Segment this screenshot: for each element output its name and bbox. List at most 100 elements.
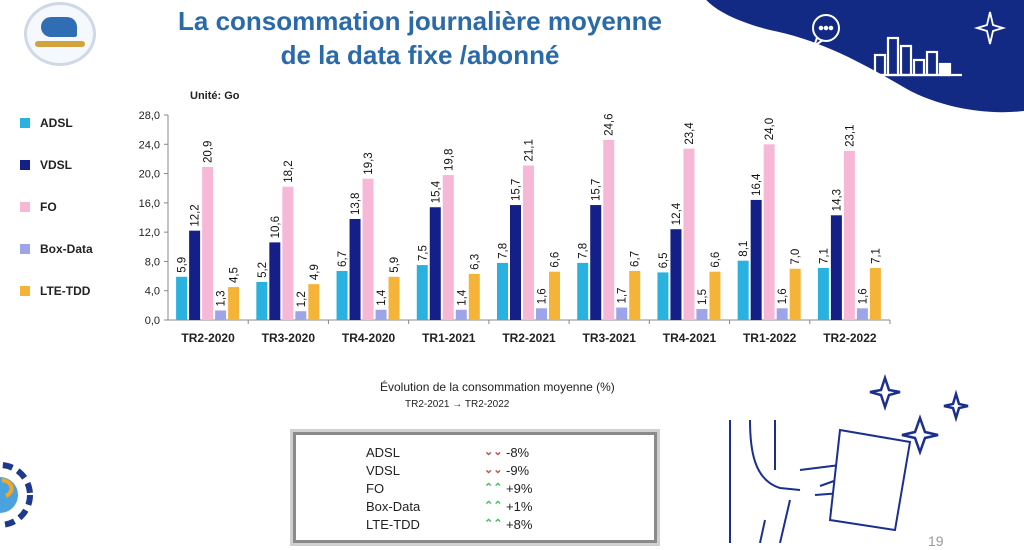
bar-fo bbox=[843, 150, 855, 320]
data-label: 7,5 bbox=[417, 245, 429, 261]
bar-vdsl bbox=[830, 215, 842, 320]
data-label: 23,4 bbox=[684, 122, 696, 145]
y-tick-label: 20,0 bbox=[139, 169, 160, 181]
data-label: 15,7 bbox=[511, 179, 523, 201]
data-label: 1,6 bbox=[537, 288, 549, 304]
data-label: 19,3 bbox=[363, 152, 375, 174]
legend-swatch bbox=[20, 160, 30, 170]
evolution-row: Box-Data ⌃⌃ +1% bbox=[366, 499, 606, 517]
sparkle-icon bbox=[973, 11, 1007, 45]
data-label: 24,0 bbox=[764, 118, 776, 140]
data-label: 6,6 bbox=[550, 252, 562, 268]
evolution-table: ADSL ⌄⌄ -8% VDSL ⌄⌄ -9% FO ⌃⌃ +9% Box-Data ⌃⌃ +1% LT… bbox=[293, 432, 657, 543]
bar-lte-tdd bbox=[709, 271, 721, 320]
data-label: 7,1 bbox=[870, 248, 882, 264]
bar-box-data bbox=[455, 309, 467, 320]
bar-fo bbox=[202, 166, 214, 320]
evolution-value: +1% bbox=[506, 499, 533, 514]
data-label: 24,6 bbox=[604, 114, 616, 136]
data-label: 1,3 bbox=[216, 290, 228, 306]
evolution-row: VDSL ⌄⌄ -9% bbox=[366, 463, 606, 481]
evolution-label: VDSL bbox=[366, 463, 400, 478]
legend-label: LTE-TDD bbox=[40, 284, 91, 298]
y-tick-label: 16,0 bbox=[139, 198, 160, 210]
bar-lte-tdd bbox=[789, 268, 801, 320]
bar-lte-tdd bbox=[468, 273, 480, 320]
data-label: 6,5 bbox=[658, 252, 670, 268]
evolution-label: Box-Data bbox=[366, 499, 421, 514]
evolution-value: -8% bbox=[506, 445, 530, 460]
bar-vdsl bbox=[189, 230, 201, 320]
bar-box-data bbox=[295, 311, 307, 320]
legend-swatch bbox=[20, 118, 30, 128]
page-number: 19 bbox=[928, 533, 944, 549]
arrow-up-icon: ⌃⌃ bbox=[484, 482, 503, 494]
bar-chart: 0,0 4,0 8,0 12,0 16,0 20,0 24,0 28,0 TR2-2020 5,9… bbox=[139, 110, 891, 345]
evolution-label: LTE-TDD bbox=[366, 517, 420, 532]
data-label: 7,8 bbox=[578, 243, 590, 259]
y-tick-label: 4,0 bbox=[145, 286, 160, 298]
bar-adsl bbox=[657, 272, 669, 320]
bar-vdsl bbox=[429, 207, 441, 320]
bar-box-data bbox=[536, 308, 547, 320]
bar-lte-tdd bbox=[308, 284, 320, 320]
legend-label: ADSL bbox=[40, 116, 73, 130]
bar-box-data bbox=[696, 309, 708, 320]
bar-vdsl bbox=[670, 229, 682, 320]
legend-item: Box-Data bbox=[20, 242, 93, 256]
corner-banner bbox=[706, 0, 1024, 113]
evolution-value: +8% bbox=[506, 517, 533, 532]
bar-fo bbox=[362, 178, 374, 320]
data-label: 5,9 bbox=[389, 257, 401, 273]
data-label: 19,8 bbox=[443, 149, 455, 171]
unit-label: Unité: Go bbox=[190, 90, 240, 102]
x-tick-label: TR2-2020 bbox=[181, 331, 235, 345]
legend-item: ADSL bbox=[20, 116, 73, 130]
bar-lte-tdd bbox=[549, 271, 560, 320]
data-label: 1,6 bbox=[777, 288, 789, 304]
bar-chart-icon bbox=[868, 36, 962, 77]
data-label: 7,0 bbox=[790, 249, 802, 265]
data-label: 10,6 bbox=[270, 216, 282, 238]
x-tick-label: TR2-2022 bbox=[823, 331, 877, 345]
bar-box-data bbox=[856, 308, 868, 320]
data-label: 6,7 bbox=[337, 251, 349, 267]
data-label: 1,5 bbox=[697, 289, 709, 305]
bar-vdsl bbox=[349, 218, 361, 320]
legend-label: FO bbox=[40, 200, 57, 214]
data-label: 6,7 bbox=[630, 251, 642, 267]
arrow-up-icon: ⌃⌃ bbox=[484, 500, 503, 512]
evolution-label: ADSL bbox=[366, 445, 400, 460]
x-tick-label: TR4-2021 bbox=[663, 331, 717, 345]
legend-label: Box-Data bbox=[40, 242, 93, 256]
data-label: 6,3 bbox=[469, 254, 481, 270]
bar-fo bbox=[763, 144, 775, 320]
bar-fo bbox=[282, 186, 294, 320]
data-label: 7,8 bbox=[498, 243, 510, 259]
chat-bubble-icon bbox=[811, 14, 840, 49]
laptop-person-icon bbox=[729, 374, 969, 543]
data-label: 8,1 bbox=[738, 241, 750, 257]
data-label: 1,7 bbox=[617, 288, 629, 304]
x-tick-label: TR2-2021 bbox=[502, 331, 556, 345]
evolution-row: LTE-TDD ⌃⌃ +8% bbox=[366, 517, 606, 535]
data-label: 1,4 bbox=[456, 289, 468, 306]
y-tick-label: 28,0 bbox=[139, 110, 160, 122]
bar-box-data bbox=[215, 310, 227, 320]
bar-lte-tdd bbox=[869, 268, 881, 320]
evolution-label: FO bbox=[366, 481, 385, 496]
data-label: 1,4 bbox=[376, 289, 388, 306]
data-label: 15,7 bbox=[591, 179, 603, 201]
bar-adsl bbox=[416, 265, 428, 320]
data-label: 16,4 bbox=[751, 173, 763, 196]
arrow-down-icon: ⌄⌄ bbox=[484, 464, 503, 476]
x-tick-label: TR3-2021 bbox=[583, 331, 637, 345]
bar-lte-tdd bbox=[228, 287, 240, 320]
x-tick-label: TR1-2021 bbox=[422, 331, 476, 345]
bar-fo bbox=[683, 148, 695, 320]
bar-vdsl bbox=[590, 205, 602, 320]
x-tick-label: TR3-2020 bbox=[262, 331, 316, 345]
data-label: 20,9 bbox=[203, 141, 215, 163]
bar-fo bbox=[523, 165, 534, 320]
data-label: 7,1 bbox=[818, 248, 830, 264]
